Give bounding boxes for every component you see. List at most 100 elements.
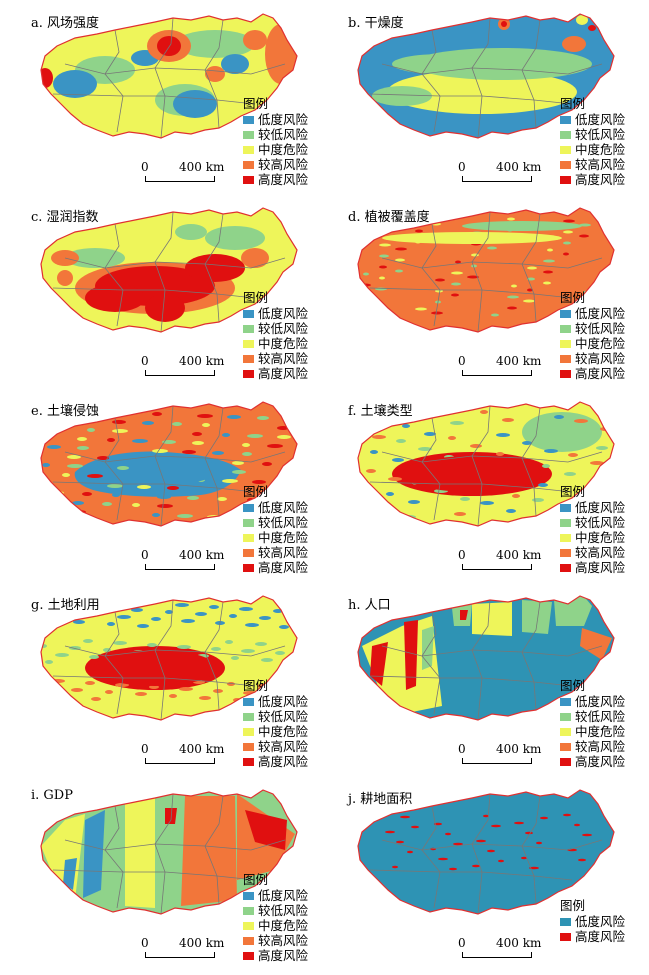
panel-a: a. 风场强度 图例 低度风险 较低风险 中度危险 较高风险 高度风险 0 400 km [5,4,325,197]
scale-line [462,952,532,958]
panel-e: e. 土壤侵蚀 图例 低度风险 较低风险 中度危险 较高风险 高度风险 0 400 km [5,392,325,585]
panel-i: i. GDP 图例 低度风险 较低风险 中度危险 较高风险 高度风险 0 400 km [5,780,325,973]
scale-max-label: 400 km [496,548,542,562]
legend-swatch [243,369,254,378]
scale-line [145,952,215,958]
legend-label: 高度风险 [575,928,626,944]
legend-item: 较低风险 [243,515,308,530]
scale-max-label: 400 km [496,742,542,756]
legend-swatch [243,906,254,915]
legend-label: 较高风险 [258,932,309,948]
legend-label: 较低风险 [575,708,626,724]
legend-swatch [243,951,254,960]
legend-label: 较高风险 [575,544,626,560]
legend-label: 低度风险 [258,111,309,127]
legend-item: 低度风险 [560,500,625,515]
panel-b: b. 干燥度 图例 低度风险 较低风险 中度危险 较高风险 高度风险 0 400 km [322,4,642,197]
legend-item: 中度危险 [243,336,308,351]
legend-swatch [560,324,571,333]
legend: 图例 低度风险 较低风险 中度危险 较高风险 高度风险 [243,96,308,187]
scale-max-label: 400 km [496,160,542,174]
legend-title: 图例 [560,484,586,499]
legend-title: 图例 [243,290,269,305]
legend-item: 高度风险 [243,172,308,187]
legend-swatch [243,160,254,169]
legend-item: 较高风险 [560,157,625,172]
panel-title: i. GDP [31,788,73,803]
legend-swatch [243,354,254,363]
legend-swatch [243,548,254,557]
legend-item: 高度风险 [243,948,308,963]
legend-label: 较高风险 [575,738,626,754]
legend-swatch [560,697,571,706]
legend-item: 低度风险 [243,694,308,709]
legend-item: 高度风险 [560,172,625,187]
legend-label: 低度风险 [575,111,626,127]
scale-max-label: 400 km [179,936,225,950]
legend-item: 较低风险 [560,321,625,336]
legend-label: 中度危险 [575,141,626,157]
scale-zero-label: 0 [141,160,149,174]
legend-label: 较低风险 [575,320,626,336]
scale-bar: 0 400 km [454,742,564,766]
legend-swatch [560,727,571,736]
scale-max-label: 400 km [179,354,225,368]
legend: 图例 低度风险 较低风险 中度危险 较高风险 高度风险 [560,678,625,769]
scale-bar: 0 400 km [454,160,564,184]
legend-item: 高度风险 [243,560,308,575]
legend-swatch [560,145,571,154]
legend-item: 高度风险 [560,366,625,381]
legend-item: 高度风险 [243,366,308,381]
legend-swatch [243,503,254,512]
panel-j: j. 耕地面积 图例 低度风险 高度风险 0 400 km [322,780,642,973]
legend-label: 较低风险 [258,514,309,530]
legend-swatch [243,324,254,333]
legend-label: 高度风险 [575,753,626,769]
legend-item: 较高风险 [560,739,625,754]
scale-bar: 0 400 km [137,548,247,572]
legend-swatch [560,130,571,139]
legend-item: 较低风险 [560,709,625,724]
legend-item: 较低风险 [560,127,625,142]
scale-zero-label: 0 [141,354,149,368]
legend-item: 低度风险 [560,694,625,709]
legend-label: 较高风险 [575,156,626,172]
legend: 图例 低度风险 较低风险 中度危险 较高风险 高度风险 [243,872,308,963]
legend-item: 较低风险 [560,515,625,530]
legend-item: 高度风险 [243,754,308,769]
legend-item: 中度危险 [560,724,625,739]
map-e [40,401,298,527]
legend-swatch [560,369,571,378]
scale-max-label: 400 km [179,548,225,562]
legend-label: 较低风险 [258,320,309,336]
legend-item: 中度危险 [560,530,625,545]
legend-label: 中度危险 [258,141,309,157]
scale-line [145,564,215,570]
scale-bar: 0 400 km [454,354,564,378]
legend-item: 较高风险 [560,351,625,366]
legend-swatch [243,518,254,527]
legend-swatch [560,309,571,318]
legend-label: 较高风险 [258,350,309,366]
scale-zero-label: 0 [458,936,466,950]
legend: 图例 低度风险 较低风险 中度危险 较高风险 高度风险 [243,484,308,575]
map-i [40,789,298,915]
panel-title: c. 湿润指数 [31,210,99,225]
legend-item: 低度风险 [243,888,308,903]
legend: 图例 低度风险 较低风险 中度危险 较高风险 高度风险 [560,96,625,187]
panel-title: f. 土壤类型 [348,404,413,419]
legend-swatch [243,757,254,766]
legend-swatch [560,339,571,348]
legend-item: 较低风险 [243,903,308,918]
scale-zero-label: 0 [458,548,466,562]
scale-line [462,758,532,764]
legend-item: 低度风险 [243,112,308,127]
scale-line [462,176,532,182]
panel-title: e. 土壤侵蚀 [31,404,99,419]
legend-item: 较低风险 [243,321,308,336]
legend-item: 中度危险 [243,142,308,157]
legend-label: 较低风险 [258,708,309,724]
legend-swatch [560,917,571,926]
legend-item: 低度风险 [560,112,625,127]
legend-item: 较高风险 [243,351,308,366]
